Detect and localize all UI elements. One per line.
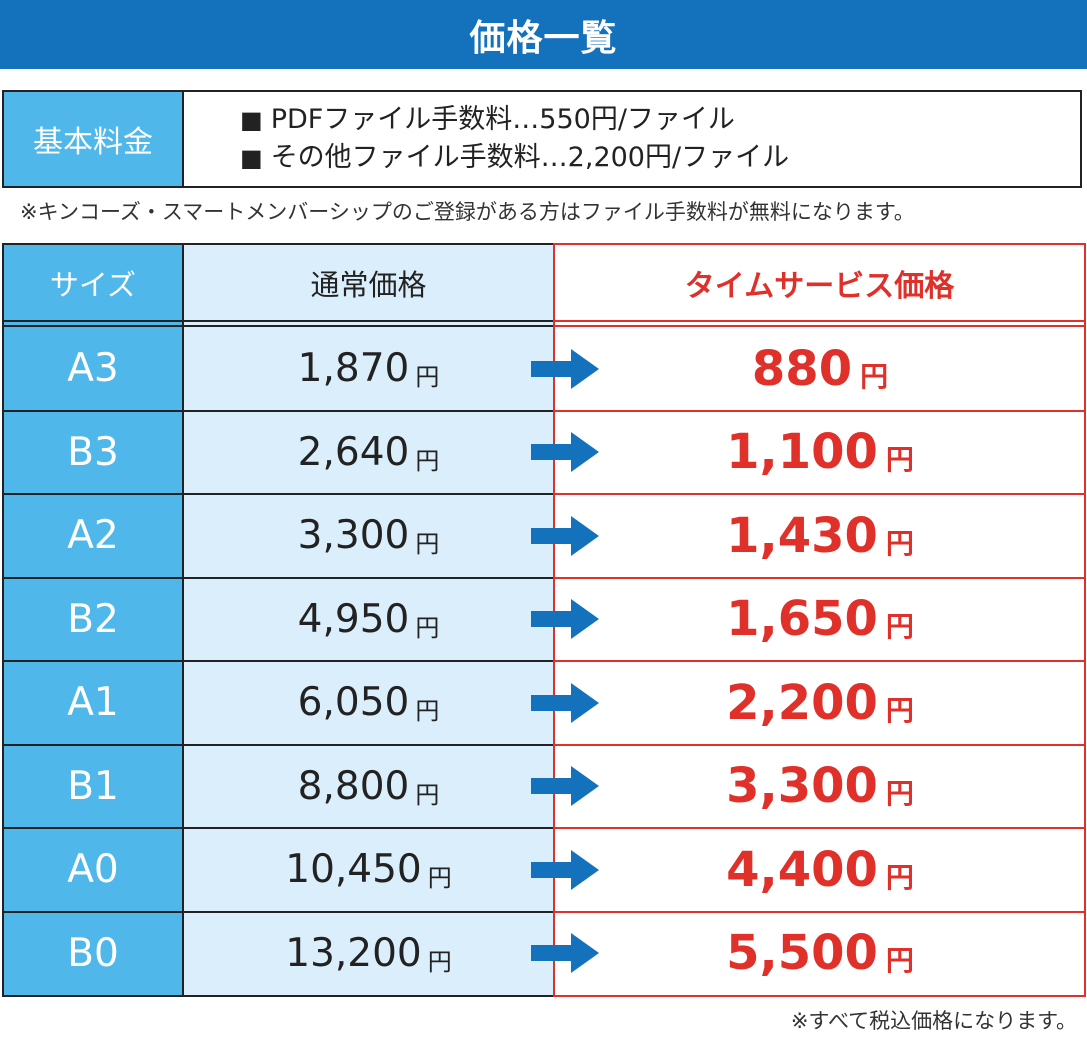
sale-price-value: 4,400 (726, 841, 878, 898)
regular-price-cell: 4,950 円 (184, 578, 553, 662)
row-divider (555, 743, 1084, 746)
regular-price-value: 3,300 (297, 513, 410, 559)
regular-price-cell: 3,300 円 (184, 494, 553, 578)
header-divider (555, 325, 1084, 327)
regular-price-value: 10,450 (285, 847, 422, 893)
header-size: サイズ (49, 268, 137, 302)
sale-price-cell: 1,430 円 (600, 494, 1040, 578)
yen-unit: 円 (885, 860, 914, 894)
sale-price-value: 5,500 (726, 925, 878, 982)
sale-price-cell: 5,500 円 (600, 912, 1040, 996)
row-divider (4, 409, 553, 412)
row-divider (4, 827, 553, 829)
basic-fee-label: 基本料金 (4, 92, 184, 186)
size-cell: A3 (67, 346, 119, 392)
basic-fee-box: 基本料金 ■ PDFファイル手数料…550円/ファイル ■ その他ファイル手数料…2… (2, 90, 1082, 188)
yen-unit: 円 (885, 693, 914, 727)
arrow-right-icon (531, 933, 599, 974)
yen-unit: 円 (885, 777, 914, 811)
yen-unit: 円 (415, 363, 440, 392)
sale-price-value: 880 (751, 340, 853, 397)
yen-unit: 円 (427, 864, 452, 893)
size-cell: A1 (67, 680, 119, 726)
regular-price-cell: 6,050 円 (184, 661, 553, 745)
membership-note: ※キンコーズ・スマートメンバーシップのご登録がある方はファイル手数料が無料になり… (20, 200, 915, 224)
yen-unit: 円 (415, 446, 440, 475)
yen-unit: 円 (885, 944, 914, 978)
square-bullet-icon: ■ (240, 106, 263, 134)
header-sale-price: タイムサービス価格 (684, 269, 955, 304)
row-divider (4, 910, 553, 913)
sale-price-value: 3,300 (726, 758, 878, 815)
row-divider (555, 576, 1084, 579)
row-divider (4, 743, 553, 746)
row-divider (4, 660, 553, 662)
arrow-right-icon (531, 849, 599, 890)
yen-unit: 円 (885, 526, 914, 560)
row-divider (4, 493, 553, 495)
square-bullet-icon: ■ (240, 144, 263, 172)
size-column (2, 243, 184, 997)
sale-price-value: 1,430 (726, 507, 878, 564)
arrow-right-icon (531, 682, 599, 723)
header-regular-price: 通常価格 (310, 268, 427, 302)
yen-unit: 円 (415, 530, 440, 559)
regular-price-cell: 1,870 円 (184, 327, 553, 411)
arrow-right-icon (531, 515, 599, 556)
yen-unit: 円 (415, 613, 440, 642)
arrow-right-icon (531, 432, 599, 473)
sale-price-cell: 880 円 (600, 327, 1040, 411)
sale-price-value: 1,100 (726, 424, 878, 481)
regular-price-cell: 10,450 円 (184, 828, 553, 912)
arrow-right-icon (531, 348, 599, 389)
header-divider (555, 320, 1084, 322)
tax-note: ※すべて税込価格になります。 (790, 1009, 1077, 1033)
sale-price-value: 2,200 (726, 674, 878, 731)
yen-unit: 円 (860, 359, 889, 393)
row-divider (4, 576, 553, 579)
regular-price-value: 6,050 (297, 680, 410, 726)
regular-price-value: 4,950 (297, 596, 410, 642)
regular-price-value: 13,200 (285, 930, 422, 976)
regular-price-value: 2,640 (297, 429, 410, 475)
header-divider (4, 325, 553, 327)
size-cell: A0 (67, 847, 119, 893)
yen-unit: 円 (885, 443, 914, 477)
sale-price-cell: 1,650 円 (600, 578, 1040, 662)
sale-price-column (553, 243, 1086, 997)
regular-price-value: 8,800 (297, 763, 410, 809)
sale-price-value: 1,650 (726, 591, 878, 648)
regular-price-cell: 2,640 円 (184, 411, 553, 495)
header-divider (4, 320, 553, 322)
yen-unit: 円 (415, 780, 440, 809)
arrow-right-icon (531, 766, 599, 807)
regular-price-cell: 13,200 円 (184, 912, 553, 996)
row-divider (555, 493, 1084, 495)
size-cell: B0 (67, 930, 119, 976)
sale-price-cell: 2,200 円 (600, 661, 1040, 745)
sale-price-cell: 4,400 円 (600, 828, 1040, 912)
arrow-right-icon (531, 599, 599, 640)
regular-price-cell: 8,800 円 (184, 745, 553, 829)
basic-fee-list: ■ PDFファイル手数料…550円/ファイル ■ その他ファイル手数料…2,200円… (184, 92, 1080, 186)
basic-fee-item: ■ PDFファイル手数料…550円/ファイル (240, 104, 735, 135)
row-divider (555, 409, 1084, 412)
size-cell: B1 (67, 763, 119, 809)
regular-price-column (182, 243, 555, 997)
sale-price-cell: 3,300 円 (600, 745, 1040, 829)
row-divider (555, 827, 1084, 829)
size-cell: B3 (67, 429, 119, 475)
size-cell: A2 (67, 513, 119, 559)
row-divider (555, 660, 1084, 662)
yen-unit: 円 (885, 610, 914, 644)
basic-fee-item: ■ その他ファイル手数料…2,200円/ファイル (240, 142, 790, 173)
sale-price-cell: 1,100 円 (600, 411, 1040, 495)
regular-price-value: 1,870 (297, 346, 410, 392)
yen-unit: 円 (415, 697, 440, 726)
size-cell: B2 (67, 596, 119, 642)
page-title: 価格一覧 (0, 0, 1087, 69)
row-divider (555, 910, 1084, 913)
yen-unit: 円 (427, 947, 452, 976)
